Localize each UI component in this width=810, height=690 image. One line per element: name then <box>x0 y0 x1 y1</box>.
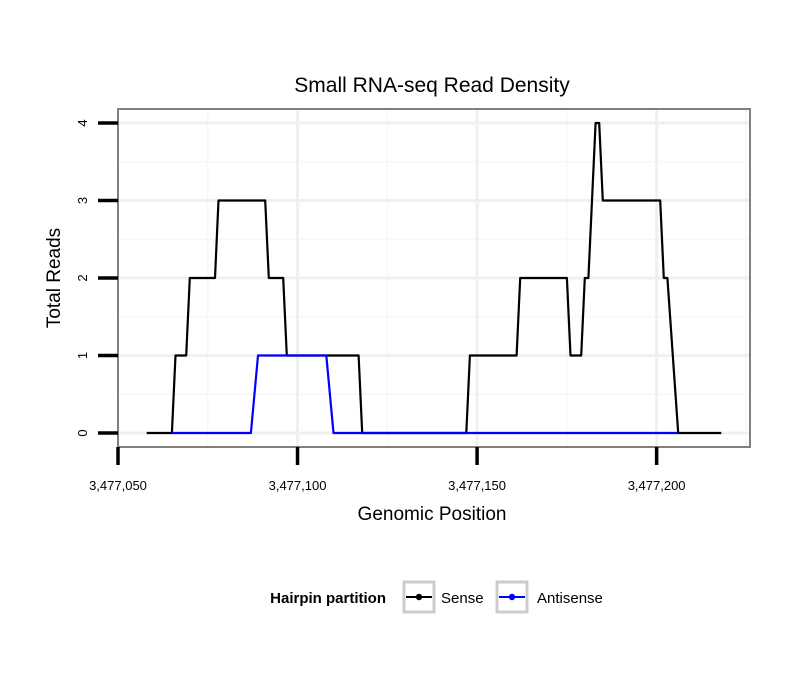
x-axis-label: Genomic Position <box>358 504 507 525</box>
y-tick-label: 0 <box>75 429 90 436</box>
y-tick-label: 2 <box>75 274 90 281</box>
y-tick-label: 4 <box>75 119 90 126</box>
legend-label-antisense: Antisense <box>537 590 603 607</box>
legend-point-sense <box>415 593 423 601</box>
legend-label-sense: Sense <box>441 590 484 607</box>
y-tick-label: 3 <box>75 197 90 204</box>
x-tick-label: 3,477,100 <box>269 478 327 493</box>
legend-entry-sense[interactable]: Sense <box>402 580 484 614</box>
chart-title: Small RNA-seq Read Density <box>294 74 570 97</box>
axes: 3,477,050 3,477,100 3,477,150 3,477,200 0 1 2 3… <box>75 119 686 493</box>
y-tick-label: 1 <box>75 352 90 359</box>
legend-entry-antisense[interactable]: Antisense <box>495 580 603 614</box>
y-axis-label: Total Reads <box>44 228 65 328</box>
x-tick-label: 3,477,050 <box>89 478 147 493</box>
x-tick-label: 3,477,200 <box>628 478 686 493</box>
x-tick-label: 3,477,150 <box>448 478 506 493</box>
series-line-sense <box>146 121 722 435</box>
legend-point-antisense <box>508 593 516 601</box>
legend-title: Hairpin partition <box>270 590 386 607</box>
series-line-antisense <box>171 354 679 435</box>
series-lines <box>146 121 722 435</box>
legend: Hairpin partition Sense Antisense <box>270 580 603 614</box>
